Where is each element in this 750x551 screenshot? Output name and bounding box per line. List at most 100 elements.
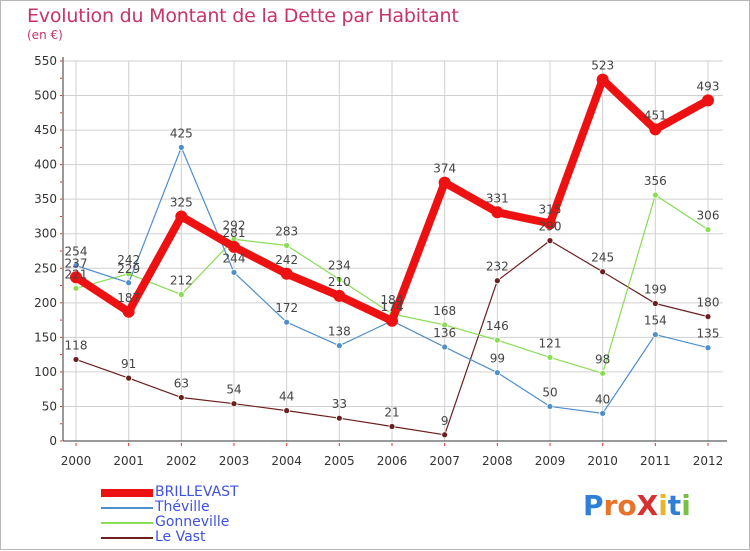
data-point bbox=[546, 353, 554, 361]
legend-swatch bbox=[101, 521, 153, 524]
data-point bbox=[230, 269, 238, 276]
data-point bbox=[177, 143, 185, 151]
data-point bbox=[704, 344, 712, 352]
logo-letter: r bbox=[603, 489, 618, 522]
data-point bbox=[702, 94, 714, 107]
logo-letter: o bbox=[617, 489, 637, 522]
data-point bbox=[72, 284, 80, 292]
y-tick-label: 0 bbox=[49, 434, 57, 448]
chart-legend: BRILLEVAST Théville Gonneville Le Vast bbox=[101, 485, 239, 545]
data-point bbox=[441, 321, 449, 329]
data-label: 242 bbox=[275, 253, 298, 267]
legend-swatch bbox=[101, 488, 153, 497]
data-label: 174 bbox=[381, 300, 404, 314]
data-point bbox=[333, 289, 346, 302]
x-tick-label: 2003 bbox=[219, 454, 250, 468]
data-label: 290 bbox=[539, 220, 562, 234]
data-point bbox=[599, 369, 607, 377]
x-tick-label: 2002 bbox=[166, 454, 197, 468]
data-point bbox=[70, 271, 82, 284]
data-label: 523 bbox=[591, 59, 614, 73]
x-tick-label: 2001 bbox=[113, 454, 144, 468]
data-label: 121 bbox=[539, 336, 562, 350]
data-label: 331 bbox=[486, 191, 509, 205]
data-label: 21 bbox=[384, 405, 399, 419]
data-label: 254 bbox=[65, 245, 88, 259]
data-point bbox=[438, 176, 451, 189]
data-label: 212 bbox=[170, 274, 193, 288]
data-point bbox=[283, 407, 291, 415]
data-point bbox=[335, 414, 343, 422]
data-point bbox=[493, 369, 501, 377]
data-label: 325 bbox=[170, 195, 193, 209]
y-tick-label: 100 bbox=[34, 365, 57, 379]
data-label: 40 bbox=[595, 392, 610, 406]
data-label: 425 bbox=[170, 126, 193, 140]
data-point bbox=[546, 237, 554, 245]
data-point bbox=[441, 431, 449, 439]
data-label: 154 bbox=[644, 314, 667, 328]
logo-letter: t bbox=[667, 489, 682, 522]
data-point bbox=[280, 267, 293, 280]
data-point bbox=[599, 409, 607, 417]
data-point bbox=[491, 206, 504, 219]
data-point bbox=[335, 275, 343, 283]
data-point bbox=[651, 191, 659, 199]
data-point bbox=[283, 318, 291, 326]
data-label: 180 bbox=[697, 296, 720, 310]
legend-item-le-vast: Le Vast bbox=[101, 530, 239, 545]
data-label: 237 bbox=[65, 256, 88, 270]
data-label: 281 bbox=[223, 226, 246, 240]
data-label: 451 bbox=[644, 108, 667, 122]
chart-unit-label: (en €) bbox=[27, 28, 63, 42]
x-tick-label: 2004 bbox=[271, 454, 302, 468]
data-label: 174 bbox=[381, 300, 404, 314]
data-label: 244 bbox=[223, 251, 246, 265]
data-label: 9 bbox=[441, 414, 449, 428]
y-tick-label: 50 bbox=[42, 399, 57, 413]
series-brillevast bbox=[70, 73, 714, 327]
y-tick-label: 150 bbox=[34, 330, 57, 344]
x-tick-label: 2007 bbox=[429, 454, 460, 468]
data-label: 292 bbox=[223, 218, 246, 232]
x-tick-label: 2010 bbox=[587, 454, 618, 468]
data-label: 138 bbox=[328, 325, 351, 339]
data-point bbox=[72, 262, 80, 269]
x-tick-label: 2005 bbox=[324, 454, 355, 468]
data-label: 245 bbox=[591, 251, 614, 265]
logo-letter: P bbox=[583, 489, 604, 522]
data-point bbox=[704, 313, 712, 321]
data-point bbox=[72, 356, 80, 363]
x-tick-label: 2012 bbox=[693, 454, 724, 468]
data-point bbox=[704, 226, 712, 233]
data-point bbox=[122, 305, 135, 318]
series-le-vast bbox=[72, 237, 712, 439]
y-tick-label: 350 bbox=[34, 192, 57, 206]
data-label: 118 bbox=[65, 338, 88, 352]
x-tick-label: 2006 bbox=[377, 454, 408, 468]
legend-item-th-ville: Théville bbox=[101, 500, 239, 515]
data-point bbox=[386, 314, 398, 327]
data-label: 374 bbox=[433, 162, 456, 176]
logo-letter: X bbox=[636, 489, 659, 522]
data-label: 356 bbox=[644, 174, 667, 188]
data-point bbox=[230, 400, 238, 408]
data-label: 146 bbox=[486, 319, 509, 333]
logo-letter: i bbox=[681, 489, 691, 522]
data-point bbox=[651, 300, 659, 307]
data-label: 33 bbox=[332, 397, 347, 411]
data-label: 315 bbox=[539, 202, 562, 216]
y-tick-label: 550 bbox=[34, 54, 57, 68]
data-point bbox=[177, 394, 185, 401]
data-label: 135 bbox=[697, 327, 720, 341]
legend-item-gonneville: Gonneville bbox=[101, 515, 239, 530]
data-point bbox=[493, 336, 501, 344]
legend-label: BRILLEVAST bbox=[155, 484, 239, 500]
y-tick-label: 250 bbox=[34, 261, 57, 275]
legend-swatch bbox=[101, 506, 153, 509]
data-label: 493 bbox=[697, 79, 720, 93]
data-label: 63 bbox=[174, 376, 189, 390]
y-tick-label: 300 bbox=[34, 227, 57, 241]
